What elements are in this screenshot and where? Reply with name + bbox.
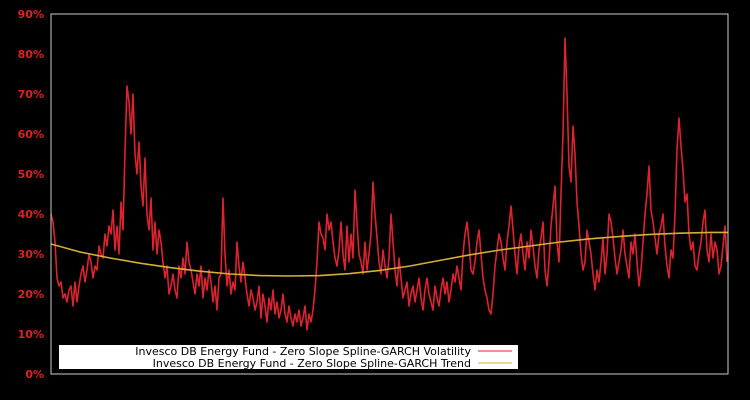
legend: Invesco DB Energy Fund - Zero Slope Spli…	[59, 345, 518, 370]
y-tick-label: 80%	[18, 48, 44, 61]
y-tick-label: 10%	[18, 328, 44, 341]
y-tick-label: 70%	[18, 88, 44, 101]
y-tick-label: 0%	[25, 368, 44, 381]
y-tick-label: 90%	[18, 8, 44, 21]
y-axis-tick-labels: 0% 10% 20% 30% 40% 50% 60% 70% 80% 90%	[18, 8, 44, 381]
legend-box	[59, 345, 518, 369]
y-tick-label: 40%	[18, 208, 44, 221]
plot-area	[50, 13, 729, 375]
legend-label-trend: Invesco DB Energy Fund - Zero Slope Spli…	[153, 357, 471, 370]
y-tick-label: 50%	[18, 168, 44, 181]
plot-frame	[50, 13, 729, 375]
trend-series-line	[50, 231, 728, 277]
y-tick-label: 60%	[18, 128, 44, 141]
y-tick-label: 30%	[18, 248, 44, 261]
legend-label-volatility: Invesco DB Energy Fund - Zero Slope Spli…	[135, 345, 471, 358]
y-tick-label: 20%	[18, 288, 44, 301]
